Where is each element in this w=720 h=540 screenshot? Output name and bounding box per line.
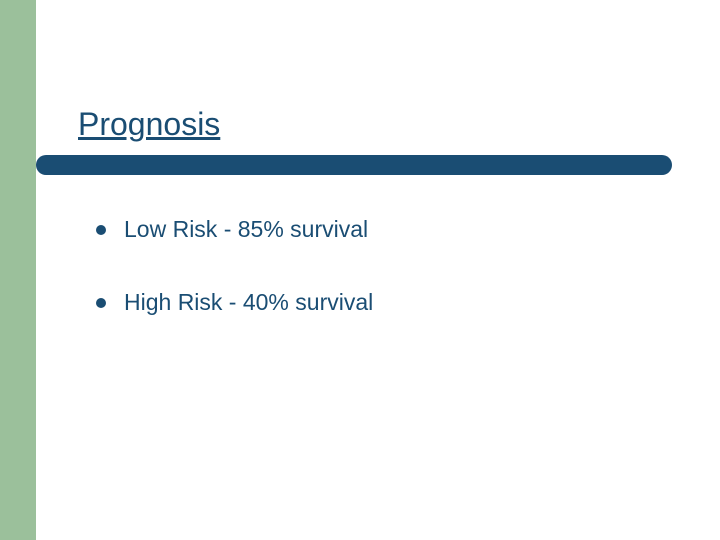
title-underline-bar [36, 155, 672, 175]
slide-content: Prognosis Low Risk - 85% survival High R… [36, 0, 720, 540]
slide-title: Prognosis [78, 106, 220, 143]
list-item: High Risk - 40% survival [96, 289, 373, 316]
bullet-list: Low Risk - 85% survival High Risk - 40% … [96, 216, 373, 362]
list-item: Low Risk - 85% survival [96, 216, 373, 243]
bullet-text: High Risk - 40% survival [124, 289, 373, 316]
sidebar-accent-bar [0, 0, 36, 540]
bullet-icon [96, 225, 106, 235]
bullet-icon [96, 298, 106, 308]
bullet-text: Low Risk - 85% survival [124, 216, 368, 243]
